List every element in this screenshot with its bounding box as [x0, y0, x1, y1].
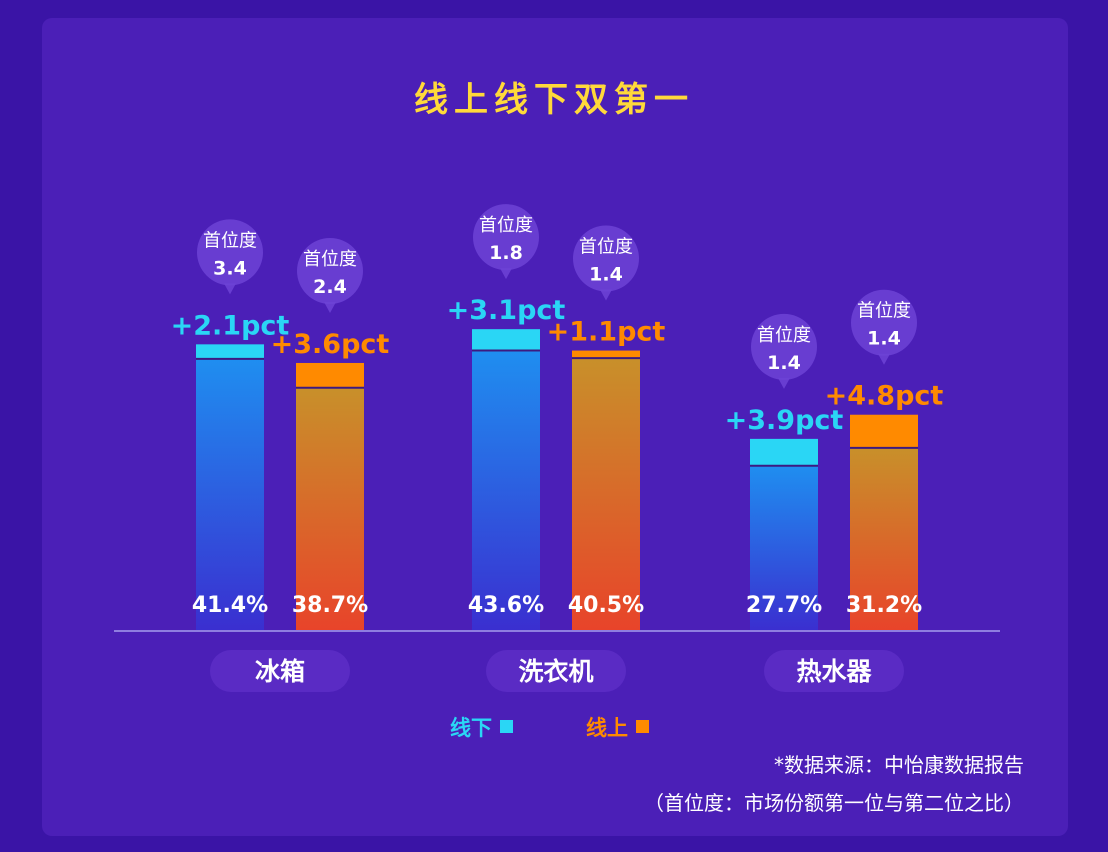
lead-ratio-badge-tail [878, 353, 890, 365]
lead-ratio-badge [751, 313, 817, 380]
bar-increase [196, 344, 264, 359]
bar-base [296, 387, 364, 630]
increase-label: +3.1pct [447, 295, 566, 326]
lead-ratio-caption: 首位度 [757, 325, 811, 346]
category-pill [764, 650, 904, 692]
category-label: 热水器 [796, 657, 872, 686]
bar-increase [296, 362, 364, 388]
lead-ratio-caption: 首位度 [857, 301, 911, 322]
bar-increase [750, 438, 818, 466]
legend-online-label: 线上 [586, 716, 628, 740]
legend-online: 线上 [586, 712, 649, 742]
lead-ratio-badge-tail [324, 301, 336, 313]
chart-title: 线上线下双第一 [414, 80, 694, 120]
lead-ratio-badge-tail [224, 283, 236, 295]
category-label: 洗衣机 [518, 657, 593, 686]
bar-value-label: 43.6% [468, 593, 544, 618]
lead-ratio-badge-tail [500, 268, 512, 280]
bar-value-label: 27.7% [746, 593, 822, 618]
definition-note: （首位度：市场份额第一位与第二位之比） [644, 791, 1024, 815]
legend-online-swatch [636, 720, 649, 733]
lead-ratio-badge [197, 219, 263, 286]
increase-label: +4.8pct [825, 381, 944, 412]
category-label: 冰箱 [255, 657, 305, 686]
bar-value-label: 40.5% [568, 593, 644, 618]
lead-ratio-badge-tail [778, 377, 790, 389]
lead-ratio-value: 2.4 [313, 276, 347, 298]
bar-base [472, 350, 540, 630]
increase-label: +3.6pct [271, 329, 390, 360]
lead-ratio-value: 1.4 [767, 352, 801, 374]
lead-ratio-caption: 首位度 [203, 230, 257, 251]
category-pill [210, 650, 350, 692]
source-note: *数据来源：中怡康数据报告 [774, 753, 1024, 777]
bar-increase [572, 350, 640, 359]
bar-base [196, 358, 264, 630]
legend-offline-label: 线下 [450, 716, 492, 740]
increase-label: +1.1pct [547, 317, 666, 348]
lead-ratio-badge [297, 237, 363, 304]
bar-increase [472, 329, 540, 351]
lead-ratio-badge [473, 204, 539, 271]
legend-offline-swatch [500, 720, 513, 733]
increase-label: +2.1pct [171, 310, 290, 341]
lead-ratio-badge-tail [600, 289, 612, 301]
bar-value-label: 41.4% [192, 593, 268, 618]
bar-value-label: 31.2% [846, 593, 922, 618]
lead-ratio-badge [851, 289, 917, 356]
lead-ratio-value: 3.4 [213, 257, 247, 279]
bar-base [750, 465, 818, 630]
increase-label: +3.9pct [725, 405, 844, 436]
lead-ratio-value: 1.8 [489, 242, 523, 264]
lead-ratio-caption: 首位度 [303, 249, 357, 270]
bar-base [850, 447, 918, 630]
legend-offline: 线下 [450, 712, 513, 742]
lead-ratio-caption: 首位度 [479, 215, 533, 236]
lead-ratio-badge [573, 225, 639, 292]
lead-ratio-value: 1.4 [867, 328, 901, 350]
category-pill [486, 650, 626, 692]
lead-ratio-value: 1.4 [589, 264, 623, 286]
bar-base [572, 358, 640, 630]
bar-value-label: 38.7% [292, 593, 368, 618]
bar-increase [850, 414, 918, 448]
lead-ratio-caption: 首位度 [579, 237, 633, 258]
